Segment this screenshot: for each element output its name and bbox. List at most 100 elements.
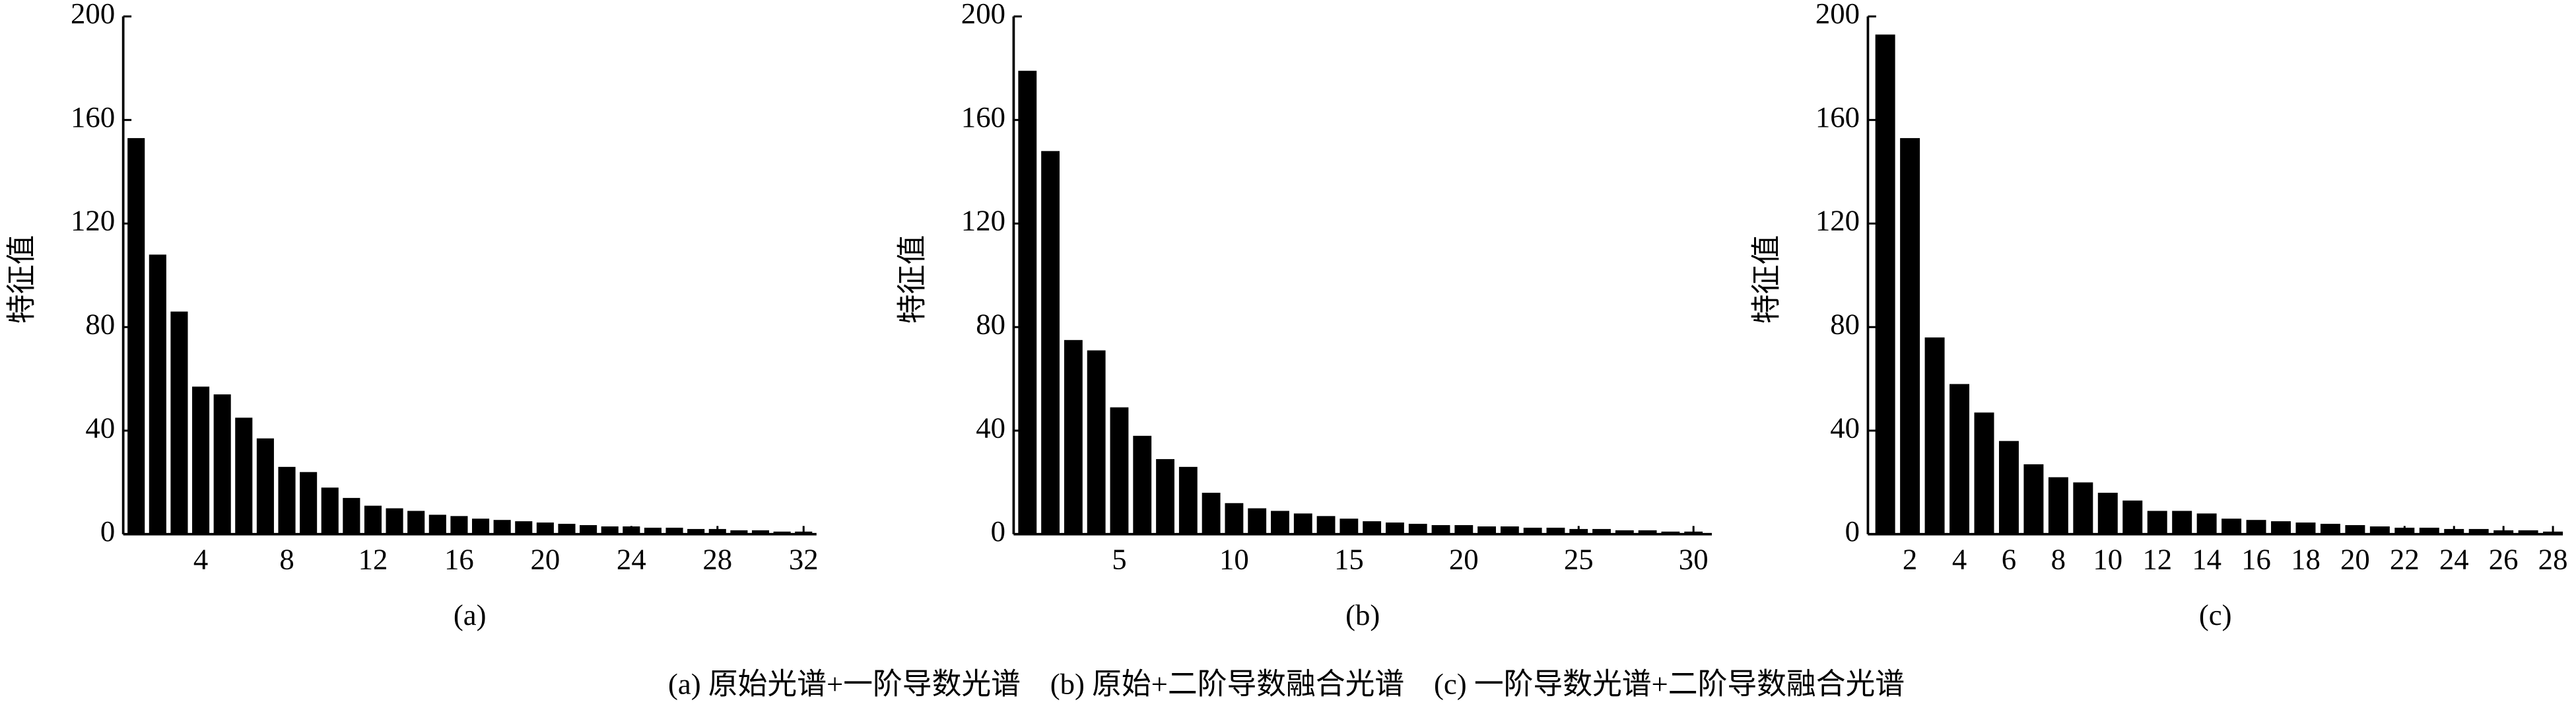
bar [1523,527,1542,534]
bar [2271,521,2291,534]
x-tick-label: 15 [1334,542,1364,575]
x-tick-label: 26 [2489,542,2519,575]
y-tick-label: 40 [85,411,115,444]
bar [2320,524,2340,534]
bar [321,487,339,534]
y-tick-label: 80 [85,307,115,340]
bar [300,472,318,534]
bar [428,515,446,534]
y-tick-label: 200 [961,0,1005,30]
panel-label: (a) [454,598,487,631]
x-tick-label: 8 [2051,542,2066,575]
y-tick-label: 0 [1845,515,1860,548]
bar [773,531,791,534]
bar [2419,527,2439,534]
bar [1592,528,1611,534]
bar [1316,516,1336,534]
bar [1661,531,1680,534]
bar [278,466,296,534]
bar [1900,138,1920,534]
x-tick-label: 30 [1679,542,1709,575]
x-tick-label: 18 [2291,542,2321,575]
x-tick-label: 25 [1564,542,1594,575]
x-tick-label: 24 [2439,542,2469,575]
bar [2369,526,2390,534]
bar [2023,464,2044,534]
y-axis-label: 特征值 [895,235,928,324]
x-tick-label: 16 [444,542,474,575]
bar [1133,435,1152,534]
y-tick-label: 120 [71,204,115,237]
x-tick-label: 10 [2093,542,2122,575]
bar [127,138,145,534]
bar [192,386,210,534]
bar [149,254,166,534]
bar [601,526,619,534]
bar [1087,350,1106,534]
x-tick-label: 20 [2340,542,2370,575]
x-tick-label: 2 [1903,542,1917,575]
bar [580,525,597,534]
bar [515,521,533,534]
bar [1178,466,1198,534]
bar [343,497,360,534]
bar [1248,508,1267,534]
y-axis-label: 特征值 [5,235,38,324]
bar [1064,339,1083,534]
bar [2122,500,2143,534]
bar [558,524,576,534]
bar [256,438,274,534]
bar [665,527,683,534]
bar [213,394,231,534]
y-axis-label: 特征值 [1749,235,1782,324]
bar [170,311,188,534]
bar [407,511,425,534]
bar [1924,337,1945,534]
bar [2518,530,2538,534]
x-tick-label: 24 [617,542,646,575]
bar [2221,518,2242,534]
y-tick-label: 0 [991,515,1005,548]
y-tick-label: 40 [976,411,1005,444]
y-tick-label: 200 [1815,0,1860,30]
bar [1408,524,1427,534]
y-tick-label: 120 [961,204,1005,237]
bar [644,527,661,534]
bar [235,417,253,534]
bar [1546,527,1565,534]
bar [471,518,490,534]
bar [1386,522,1404,534]
x-tick-label: 32 [789,542,819,575]
x-tick-label: 12 [2142,542,2172,575]
bar [1875,34,1895,534]
x-tick-label: 4 [1952,542,1967,575]
bar [687,528,705,534]
bar [2048,477,2068,534]
y-tick-label: 0 [100,515,115,548]
bar [1018,71,1037,534]
panel-label: (c) [2199,598,2232,631]
x-tick-label: 22 [2390,542,2420,575]
x-tick-label: 5 [1112,542,1126,575]
y-tick-label: 160 [961,100,1005,133]
bar [1041,151,1060,534]
bar [1638,530,1657,534]
y-tick-label: 160 [71,100,115,133]
bar [2073,482,2093,534]
y-tick-label: 200 [71,0,115,30]
bar [493,520,511,534]
bar [1974,412,1994,534]
bar [1500,526,1519,534]
bar [2172,511,2192,534]
bar [1110,407,1129,534]
bar [2468,528,2489,534]
bar [1156,459,1174,534]
x-tick-label: 6 [2002,542,2016,575]
y-tick-label: 80 [1830,307,1860,340]
y-tick-label: 160 [1815,100,1860,133]
x-tick-label: 14 [2192,542,2221,575]
panel-label: (b) [1345,598,1380,631]
x-tick-label: 16 [2241,542,2271,575]
y-tick-label: 120 [1815,204,1860,237]
